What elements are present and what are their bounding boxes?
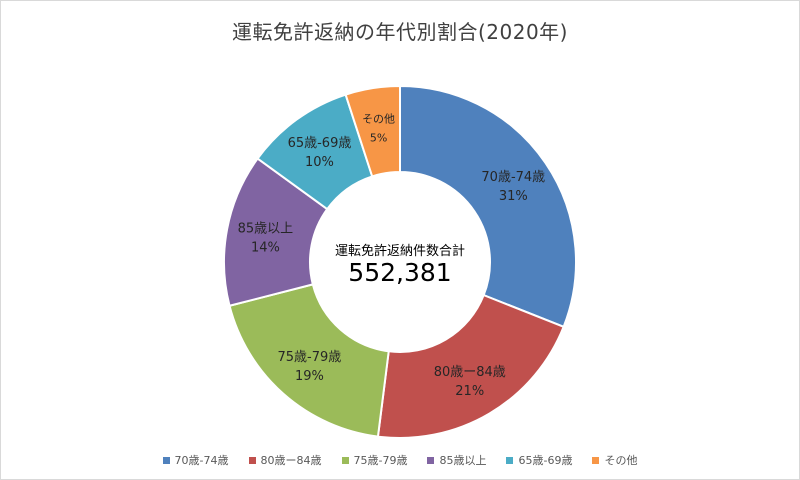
slice-2: [376, 293, 565, 439]
legend-swatch: [427, 456, 435, 464]
legend-swatch: [248, 456, 256, 464]
legend-label: 85歳以上: [439, 454, 487, 467]
slice-category-label: 75歳-79歳: [278, 350, 342, 365]
chart-title: 運転免許返納の年代別割合(2020年): [231, 20, 568, 44]
slice-percent-label: 31%: [499, 189, 528, 204]
slice-6: [344, 84, 401, 178]
slice-category-label: 65歳-69歳: [288, 136, 352, 151]
legend-label: その他: [604, 454, 638, 467]
legend-item: 75歳-79歳: [341, 452, 408, 468]
legend-item: 85歳以上: [427, 452, 486, 468]
slice-3: [228, 283, 390, 438]
center-caption: 運転免許返納件数合計: [334, 244, 465, 259]
slice-percent-label: 5%: [370, 132, 387, 145]
legend-label: 70歳-74歳: [174, 454, 229, 467]
slice-category-label: 70歳-74歳: [481, 170, 545, 185]
legend: 70歳-74歳 80歳ー84歳 75歳-79歳 85歳以上 65歳-69歳 その他: [0, 452, 800, 468]
legend-swatch: [162, 456, 170, 464]
legend-item: 80歳ー84歳: [248, 452, 322, 468]
legend-swatch: [341, 456, 349, 464]
slice-percent-label: 14%: [251, 240, 280, 255]
legend-label: 80歳ー84歳: [260, 454, 322, 467]
legend-swatch: [592, 456, 600, 464]
center-total-value: 552,381: [348, 258, 452, 287]
slice-1: [399, 84, 577, 329]
slice-percent-label: 19%: [295, 369, 324, 384]
legend-item: その他: [592, 452, 637, 468]
legend-item: 65歳-69歳: [506, 452, 572, 468]
slice-percent-label: 21%: [455, 384, 484, 399]
slice-category-label: 80歳ー84歳: [434, 365, 506, 380]
legend-swatch: [506, 456, 514, 464]
slice-percent-label: 10%: [305, 155, 334, 170]
slice-category-label: その他: [362, 113, 395, 126]
legend-label: 75歳-79歳: [353, 454, 408, 467]
legend-label: 65歳-69歳: [518, 454, 573, 467]
legend-item: 70歳-74歳: [162, 452, 229, 468]
slice-category-label: 85歳以上: [238, 221, 294, 236]
